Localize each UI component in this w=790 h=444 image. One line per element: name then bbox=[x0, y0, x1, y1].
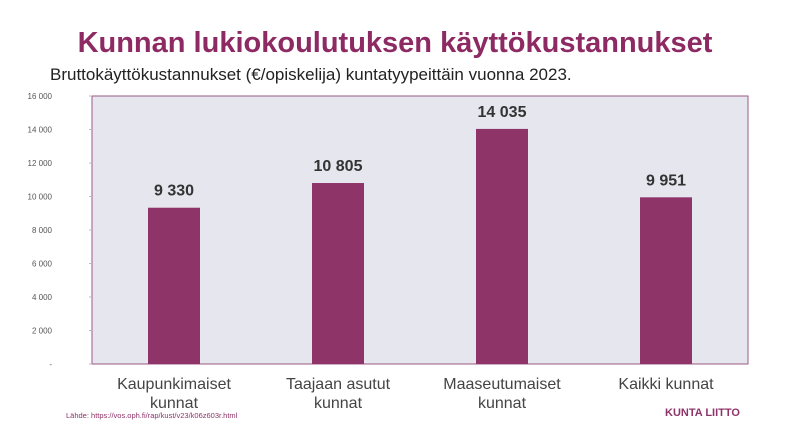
bar bbox=[640, 197, 692, 364]
bar bbox=[312, 183, 364, 364]
x-tick-label: Kaupunkimaiset kunnat bbox=[117, 376, 231, 412]
value-label: 10 805 bbox=[314, 158, 363, 175]
y-tick-label: 14 000 bbox=[28, 126, 53, 135]
y-tick-label: 2 000 bbox=[32, 327, 53, 336]
y-tick-label: - bbox=[49, 360, 52, 369]
chart-subtitle: Bruttokäyttökustannukset (€/opiskelija) … bbox=[50, 65, 572, 84]
y-tick-label: 16 000 bbox=[28, 92, 53, 101]
value-label: 9 330 bbox=[154, 183, 194, 200]
y-tick-label: 6 000 bbox=[32, 260, 53, 269]
y-tick-label: 10 000 bbox=[28, 193, 53, 202]
value-label: 9 951 bbox=[646, 172, 686, 189]
value-label: 14 035 bbox=[478, 104, 527, 121]
y-tick-label: 12 000 bbox=[28, 159, 53, 168]
x-tick-label: Taajaan asutut kunnat bbox=[285, 376, 391, 412]
bar bbox=[476, 128, 528, 364]
bar bbox=[148, 207, 200, 364]
chart-title: Kunnan lukiokoulutuksen käyttökustannuks… bbox=[78, 27, 713, 59]
y-tick-label: 8 000 bbox=[32, 226, 53, 235]
y-tick-label: 4 000 bbox=[32, 293, 53, 302]
x-tick-label: Kaikki kunnat bbox=[618, 376, 714, 393]
source: Lähde: https://vos.oph.fi/rap/kust/v23/k… bbox=[66, 411, 238, 420]
plot-area bbox=[91, 95, 749, 365]
logo: KUNTA LIITTO bbox=[665, 407, 740, 419]
x-tick-label: Maaseutumaiset kunnat bbox=[443, 376, 561, 412]
